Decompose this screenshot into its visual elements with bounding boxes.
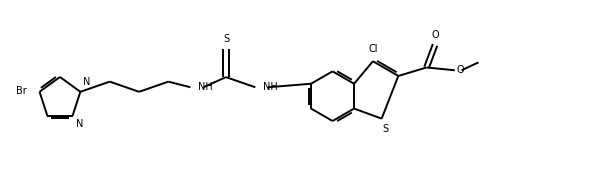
Text: S: S (383, 124, 388, 134)
Text: O: O (456, 65, 464, 75)
Text: O: O (432, 30, 440, 40)
Text: N: N (76, 119, 83, 129)
Text: S: S (223, 34, 229, 44)
Text: NH: NH (198, 82, 213, 92)
Text: Cl: Cl (369, 45, 378, 55)
Text: N: N (83, 77, 90, 87)
Text: Br: Br (17, 86, 27, 96)
Text: NH: NH (263, 82, 277, 92)
